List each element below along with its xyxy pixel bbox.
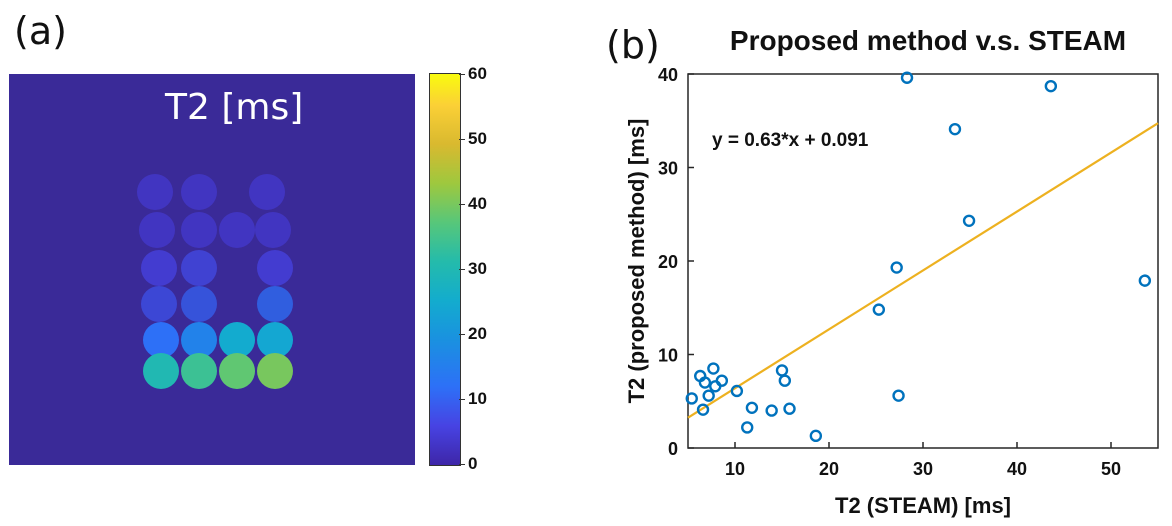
phantom-vial (257, 250, 293, 286)
data-point (707, 362, 720, 375)
colorbar-tick-label: 50 (468, 129, 487, 148)
fit-equation-label: y = 0.63*x + 0.091 (712, 130, 869, 151)
chart-title: Proposed method v.s. STEAM (730, 25, 1126, 56)
colorbar-tick-label: 60 (468, 64, 487, 83)
colorbar-tick-label: 0 (468, 454, 478, 473)
panel-b-label: (b) (606, 23, 660, 67)
fit-line (687, 122, 1159, 419)
phantom-vial (137, 174, 173, 210)
phantom-vial (143, 353, 179, 389)
data-point (783, 402, 796, 415)
t2-map-image (9, 74, 415, 465)
phantom-vial (257, 286, 293, 322)
phantom-vial (219, 353, 255, 389)
data-points (685, 71, 1152, 443)
x-tick-label: 20 (819, 459, 839, 479)
y-tick-label: 40 (658, 65, 678, 85)
data-point (872, 303, 886, 316)
colorbar-tick (459, 74, 465, 75)
phantom-vial (257, 322, 293, 358)
colorbar-tick-label: 10 (468, 389, 487, 408)
data-point (702, 389, 715, 402)
phantom-vial (219, 322, 255, 358)
plot-frame (687, 73, 1159, 449)
colorbar-tick (459, 204, 465, 205)
data-point (765, 404, 778, 417)
phantom-vial (141, 286, 177, 322)
data-point (741, 421, 754, 434)
colorbar-tick (459, 464, 465, 465)
colorbar-tick (459, 139, 465, 140)
x-tick-label: 10 (725, 459, 745, 479)
x-tick-label: 30 (913, 459, 933, 479)
data-point (890, 261, 903, 274)
colorbar (429, 73, 461, 466)
t2-map-title: T2 [ms] (165, 87, 304, 128)
data-point (900, 71, 914, 84)
phantom-vial (257, 353, 293, 389)
data-point (698, 376, 712, 389)
y-axis: 0 10 20 30 40 (658, 65, 694, 459)
phantom-vial (143, 322, 179, 358)
y-tick-label: 0 (668, 439, 678, 459)
data-point (745, 401, 759, 414)
y-axis-label: T2 (proposed method) [ms] (624, 119, 649, 404)
phantom-vial (255, 212, 291, 248)
x-axis-label: T2 (STEAM) [ms] (835, 493, 1011, 518)
phantom-vial (181, 250, 217, 286)
data-point (962, 214, 976, 227)
phantom-vial (181, 353, 217, 389)
scatter-chart: Proposed method v.s. STEAM 10 20 30 40 50 0 1… (624, 25, 1159, 518)
data-point (778, 374, 792, 387)
phantom-vial (181, 212, 217, 248)
y-tick-label: 20 (658, 252, 678, 272)
data-point (892, 389, 905, 402)
colorbar-tick (459, 269, 465, 270)
x-tick-label: 40 (1007, 459, 1027, 479)
x-tick-label: 50 (1101, 459, 1121, 479)
colorbar-tick-label: 20 (468, 324, 487, 343)
colorbar-tick-label: 40 (468, 194, 487, 213)
data-point (948, 122, 962, 136)
phantom-vial (181, 174, 217, 210)
phantom-vial (219, 212, 255, 248)
y-tick-label: 30 (658, 159, 678, 179)
colorbar-tick (459, 399, 465, 400)
y-tick-label: 10 (658, 346, 678, 366)
data-point (730, 384, 744, 398)
data-point (685, 392, 698, 405)
x-axis: 10 20 30 40 50 (725, 442, 1121, 479)
data-point (715, 374, 729, 387)
phantom-vial (181, 286, 217, 322)
phantom-vial (141, 250, 177, 286)
data-point (1138, 274, 1152, 287)
data-point (809, 429, 823, 443)
colorbar-tick (459, 334, 465, 335)
colorbar-tick-label: 30 (468, 259, 487, 278)
phantom-vial (139, 212, 175, 248)
data-point (1044, 79, 1058, 93)
phantom-vial (181, 322, 217, 358)
phantom-vial (249, 174, 285, 210)
data-point (696, 403, 710, 416)
panel-a-label: (a) (14, 9, 67, 53)
